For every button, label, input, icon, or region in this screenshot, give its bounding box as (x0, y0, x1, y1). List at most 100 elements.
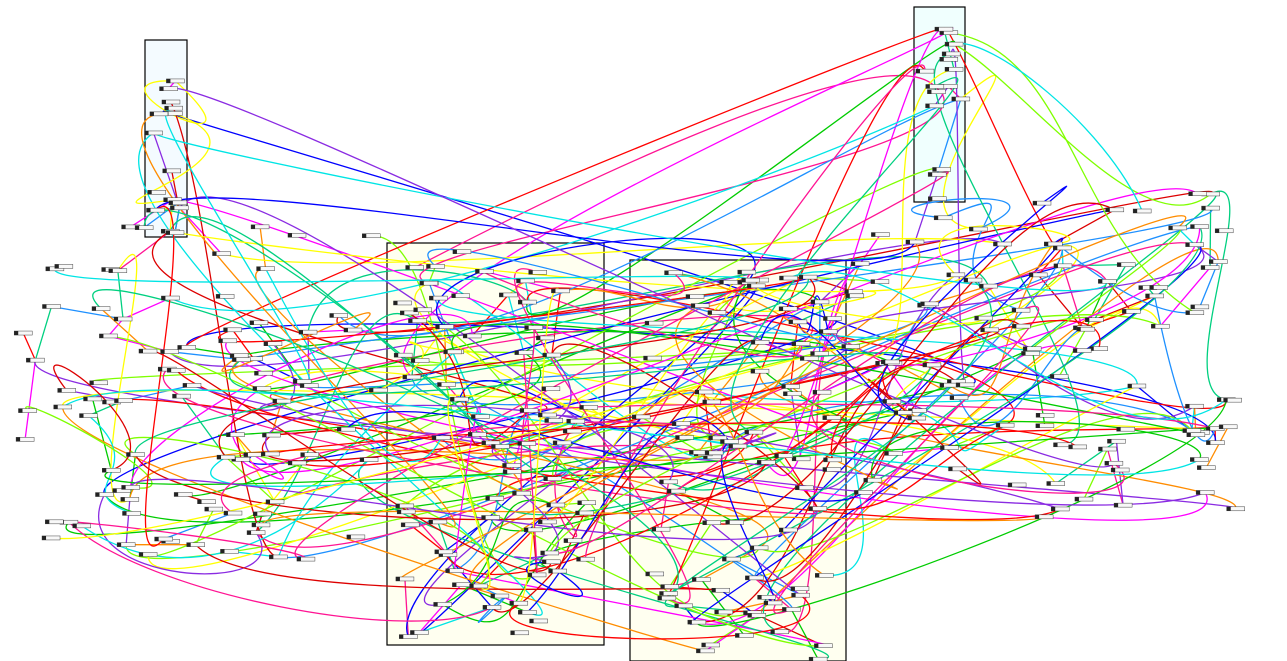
node-marker (114, 399, 118, 403)
node-marker (450, 397, 454, 401)
node-marker (846, 294, 850, 298)
node-marker (1190, 458, 1194, 462)
node-marker (300, 384, 304, 388)
node-marker (553, 441, 557, 445)
node-marker (549, 569, 553, 573)
node-marker (217, 455, 221, 459)
node-marker (1133, 209, 1137, 213)
node-marker (145, 131, 149, 135)
node-marker (661, 585, 665, 589)
node-marker (288, 233, 292, 237)
node-marker (257, 267, 261, 271)
node-marker (1209, 260, 1213, 264)
node-marker (864, 478, 868, 482)
node-marker (483, 605, 487, 609)
node-marker (173, 394, 177, 398)
node-marker (876, 361, 880, 365)
node-marker (1139, 286, 1143, 290)
node-marker (688, 620, 692, 624)
node-marker (1219, 425, 1223, 429)
node-marker (470, 584, 474, 588)
node-marker (528, 573, 532, 577)
node-marker (940, 57, 944, 61)
node-marker (702, 643, 706, 647)
node-marker (928, 172, 932, 176)
node-marker (187, 543, 191, 547)
node-marker (330, 313, 334, 317)
node-marker (578, 501, 582, 505)
node-marker (99, 334, 103, 338)
node-marker (1150, 285, 1154, 289)
node-marker (147, 208, 151, 212)
edge (912, 199, 1010, 229)
node-marker (26, 358, 30, 362)
node-marker (113, 489, 117, 493)
node-marker (538, 413, 542, 417)
node-marker (660, 480, 664, 484)
node-marker (266, 500, 270, 504)
node-marker (251, 225, 255, 229)
node-marker (219, 339, 223, 343)
node-marker (503, 463, 507, 467)
node-marker (1053, 246, 1057, 250)
node-marker (123, 511, 127, 515)
node-marker (1050, 374, 1054, 378)
node-marker (764, 601, 768, 605)
node-marker (46, 267, 50, 271)
node-marker (224, 511, 228, 515)
node-marker (940, 383, 944, 387)
node-marker (163, 169, 167, 173)
node-marker (45, 520, 49, 524)
node-marker (726, 520, 730, 524)
node-marker (894, 411, 898, 415)
node-marker (463, 334, 467, 338)
node-marker (940, 446, 944, 450)
node-marker (150, 112, 154, 116)
node-marker (823, 416, 827, 420)
node-marker (576, 511, 580, 515)
node-marker (183, 383, 187, 387)
node-marker (161, 350, 165, 354)
node-marker (645, 321, 649, 325)
node-marker (410, 630, 414, 634)
node-marker (783, 392, 787, 396)
node-marker (729, 444, 733, 448)
node-marker (1098, 279, 1102, 283)
node-marker (1151, 324, 1155, 328)
node-marker (511, 631, 515, 635)
node-marker (814, 644, 818, 648)
node-marker (964, 278, 968, 282)
node-marker (525, 326, 529, 330)
node-marker (824, 458, 828, 462)
edge (954, 43, 1142, 211)
node-marker (411, 359, 415, 363)
node-marker (935, 27, 939, 31)
node-marker (908, 416, 912, 420)
node-marker (1044, 242, 1048, 246)
edge (123, 298, 170, 319)
node-marker (170, 206, 174, 210)
node-marker (744, 611, 748, 615)
node-marker (996, 423, 1000, 427)
node-marker (468, 432, 472, 436)
node-marker (135, 226, 139, 230)
node-marker (174, 492, 178, 496)
node-marker (813, 390, 817, 394)
node-marker (397, 510, 401, 514)
node-marker (1201, 266, 1205, 270)
node-marker (530, 619, 534, 623)
node-marker (250, 321, 254, 325)
node-marker (1029, 273, 1033, 277)
node-marker (676, 435, 680, 439)
node-marker (926, 104, 930, 108)
edge (25, 360, 35, 439)
node-marker (1206, 427, 1210, 431)
node-marker (789, 320, 793, 324)
node-marker (301, 453, 305, 457)
node-marker (54, 405, 58, 409)
node-marker (950, 396, 954, 400)
node-marker (269, 555, 273, 559)
node-marker (952, 97, 956, 101)
node-marker (993, 242, 997, 246)
node-marker (213, 252, 217, 256)
